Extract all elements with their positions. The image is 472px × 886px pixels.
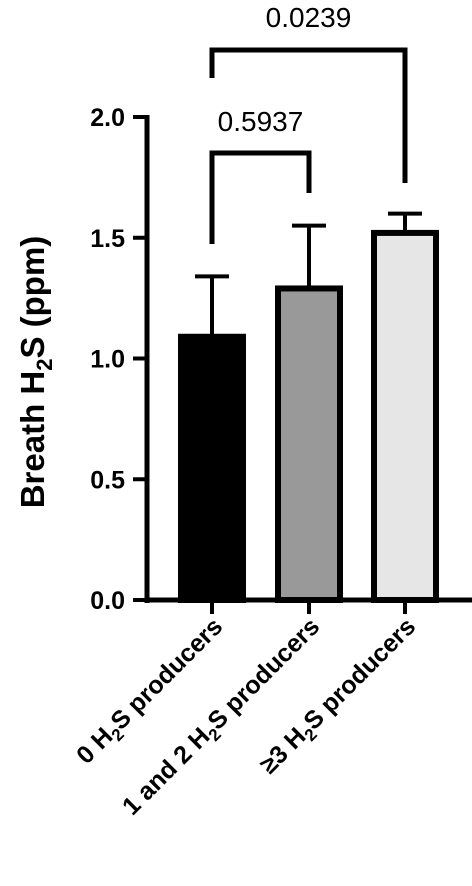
significance-bracket bbox=[209, 150, 312, 244]
y-tick-label: 2.0 bbox=[90, 104, 125, 132]
bar bbox=[275, 285, 343, 603]
y-tick-label: 1.0 bbox=[90, 346, 125, 374]
p-value-label: 0.0239 bbox=[266, 2, 352, 33]
y-tick-label: 0.5 bbox=[90, 466, 125, 494]
y-tick-label: 1.5 bbox=[90, 225, 125, 253]
y-axis-title: Breath H2S (ppm) bbox=[14, 236, 57, 509]
y-tick-label: 0.0 bbox=[90, 587, 125, 615]
bar bbox=[178, 333, 246, 603]
x-category-label: 1 and 2 H2S producers bbox=[117, 612, 328, 823]
p-value-label: 0.5937 bbox=[218, 106, 304, 137]
bar bbox=[371, 229, 439, 603]
significance-bracket bbox=[209, 47, 408, 183]
